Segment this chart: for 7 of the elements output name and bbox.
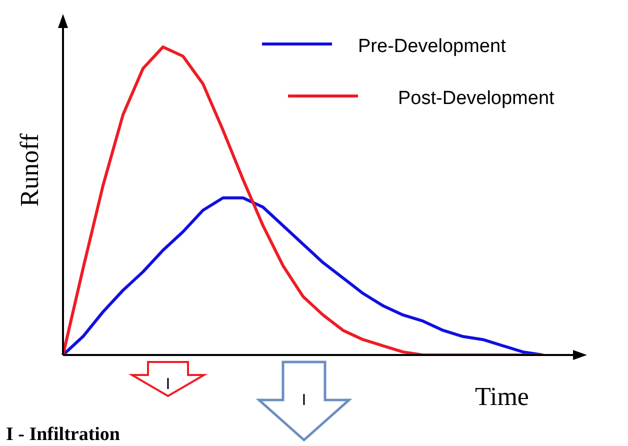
y-axis-title: Runoff xyxy=(15,133,44,207)
x-axis-title: Time xyxy=(475,382,529,411)
legend-label: Post-Development xyxy=(398,88,556,109)
text: I xyxy=(166,376,170,393)
legend-label: Pre-Development xyxy=(358,36,507,57)
text: I xyxy=(302,392,306,409)
text: I - Infiltration xyxy=(6,424,120,445)
